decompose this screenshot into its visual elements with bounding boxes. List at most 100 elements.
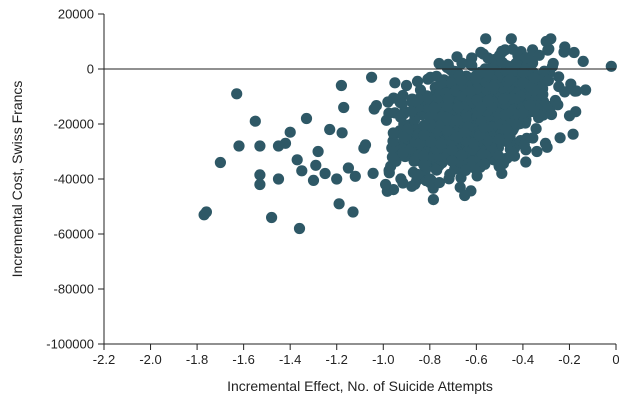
data-point <box>249 115 261 127</box>
data-point <box>200 206 212 218</box>
x-tick-label: -1.8 <box>186 352 208 367</box>
data-point <box>533 49 545 61</box>
data-point <box>418 150 430 162</box>
data-point <box>441 125 454 137</box>
y-tick-label: -60000 <box>54 227 94 242</box>
data-point <box>470 73 482 85</box>
data-point <box>456 149 468 161</box>
data-point <box>545 33 557 45</box>
data-point <box>427 194 439 206</box>
data-point <box>422 91 434 103</box>
data-point <box>359 139 372 151</box>
y-tick-label: -80000 <box>54 282 94 297</box>
data-point <box>494 49 506 61</box>
x-tick-label: -1.0 <box>372 352 394 367</box>
data-point <box>545 108 558 121</box>
data-point <box>411 75 424 87</box>
data-point <box>418 119 430 131</box>
data-point <box>431 164 443 176</box>
data-point <box>272 173 285 185</box>
data-point <box>336 127 348 139</box>
data-point <box>233 140 245 152</box>
data-point <box>397 147 409 159</box>
data-point <box>406 180 418 192</box>
data-point <box>214 156 226 169</box>
data-point <box>366 71 378 83</box>
data-point <box>501 133 513 145</box>
data-point <box>505 33 517 45</box>
data-point <box>460 164 472 176</box>
data-point <box>435 77 448 89</box>
data-point <box>497 93 510 105</box>
data-point <box>347 206 359 218</box>
data-point <box>382 96 394 108</box>
data-point <box>531 145 543 158</box>
data-point <box>333 198 345 210</box>
data-point <box>504 74 516 86</box>
x-tick-label: -1.6 <box>232 352 254 367</box>
data-point <box>567 128 579 140</box>
data-point <box>482 52 494 64</box>
data-point <box>511 119 523 131</box>
data-point <box>520 156 532 168</box>
data-point <box>296 165 308 177</box>
data-point <box>478 121 490 133</box>
data-point <box>517 107 529 119</box>
data-point <box>499 109 511 121</box>
data-point <box>342 162 354 174</box>
data-point <box>487 81 499 93</box>
data-point <box>475 101 487 113</box>
data-point <box>396 98 408 110</box>
data-point <box>300 112 313 125</box>
data-point <box>524 99 536 111</box>
x-tick-label: -0.2 <box>558 352 580 367</box>
tick-labels: 200000-20000-40000-60000-80000-100000-2.… <box>46 7 619 368</box>
data-point <box>435 138 447 150</box>
data-point <box>331 173 343 185</box>
data-point <box>500 123 512 135</box>
data-points <box>198 33 617 235</box>
data-point <box>319 167 331 180</box>
data-point <box>530 123 542 135</box>
data-point <box>400 79 413 92</box>
data-point <box>254 140 266 152</box>
data-point <box>464 85 476 97</box>
data-point <box>528 72 540 84</box>
data-point <box>547 57 559 70</box>
data-point <box>454 181 466 193</box>
data-point <box>471 170 483 182</box>
data-point <box>440 111 452 124</box>
data-point <box>568 46 580 59</box>
data-point <box>383 107 395 119</box>
data-point <box>349 170 361 182</box>
data-point <box>414 84 427 96</box>
data-point <box>542 75 555 87</box>
x-tick-label: -0.8 <box>419 352 441 367</box>
data-point <box>383 167 395 179</box>
data-point <box>605 60 617 72</box>
data-point <box>293 222 306 235</box>
data-point <box>395 111 407 123</box>
data-point <box>456 57 468 69</box>
x-axis-label: Incremental Effect, No. of Suicide Attem… <box>227 378 493 394</box>
data-point <box>455 75 467 87</box>
data-point <box>563 110 576 122</box>
data-point <box>408 155 420 167</box>
data-point <box>307 174 320 186</box>
data-point <box>554 132 566 144</box>
data-point <box>254 169 266 181</box>
data-point <box>405 106 418 118</box>
data-point <box>508 150 521 162</box>
data-point <box>517 67 529 79</box>
x-tick-label: -1.4 <box>279 352 301 367</box>
data-point <box>553 81 565 93</box>
y-tick-label: -100000 <box>46 337 94 352</box>
data-point <box>474 130 486 142</box>
data-point <box>231 88 243 100</box>
x-tick-label: -2.0 <box>139 352 161 367</box>
data-point <box>476 148 489 160</box>
data-point <box>387 135 399 147</box>
data-point <box>446 144 458 156</box>
data-point <box>387 127 399 139</box>
data-point <box>458 126 470 138</box>
